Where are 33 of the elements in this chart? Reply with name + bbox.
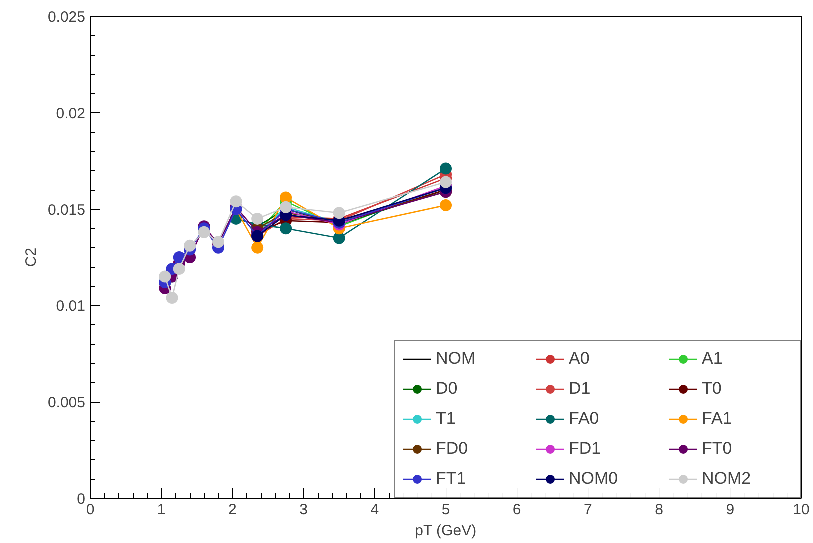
legend-label: A1 bbox=[702, 349, 724, 369]
y-tick-label: 0.01 bbox=[56, 298, 86, 316]
y-axis-title: C2 bbox=[22, 248, 40, 268]
x-tick-label: 1 bbox=[157, 502, 166, 518]
legend-label: NOM0 bbox=[569, 469, 620, 489]
legend-label: D1 bbox=[569, 379, 592, 399]
x-tick-label: 2 bbox=[228, 502, 237, 518]
y-tick-label: 0.025 bbox=[48, 9, 86, 26]
legend-label: NOM2 bbox=[702, 469, 752, 489]
legend-label: FA0 bbox=[569, 409, 600, 429]
legend-label: FT0 bbox=[702, 439, 734, 459]
x-tick-label: 6 bbox=[512, 502, 522, 518]
x-tick-label: 7 bbox=[584, 502, 592, 518]
legend-label: D0 bbox=[436, 379, 459, 399]
legend-label: A0 bbox=[569, 349, 591, 369]
x-tick-label: 9 bbox=[726, 502, 735, 518]
x-tick-label: 8 bbox=[655, 502, 664, 518]
legend-label: FD0 bbox=[436, 439, 470, 459]
y-tick-label: 0.02 bbox=[56, 105, 86, 122]
x-tick-label: 4 bbox=[370, 502, 380, 518]
legend-label: T1 bbox=[436, 409, 457, 429]
x-tick-label: 10 bbox=[793, 502, 810, 518]
y-tick-label: 0.015 bbox=[48, 202, 86, 219]
legend-label: FD1 bbox=[569, 439, 602, 459]
x-tick-label: 5 bbox=[442, 502, 450, 518]
legend-label: FA1 bbox=[702, 409, 734, 429]
x-tick-label: 3 bbox=[300, 502, 308, 518]
legend-label: NOM bbox=[436, 349, 477, 369]
legend-label: T0 bbox=[702, 379, 723, 399]
y-tick-label: 0.005 bbox=[48, 394, 86, 412]
x-axis-title: pT (GeV) bbox=[415, 522, 477, 540]
y-tick-label: 0 bbox=[77, 491, 86, 508]
legend-label: FT1 bbox=[436, 469, 468, 489]
